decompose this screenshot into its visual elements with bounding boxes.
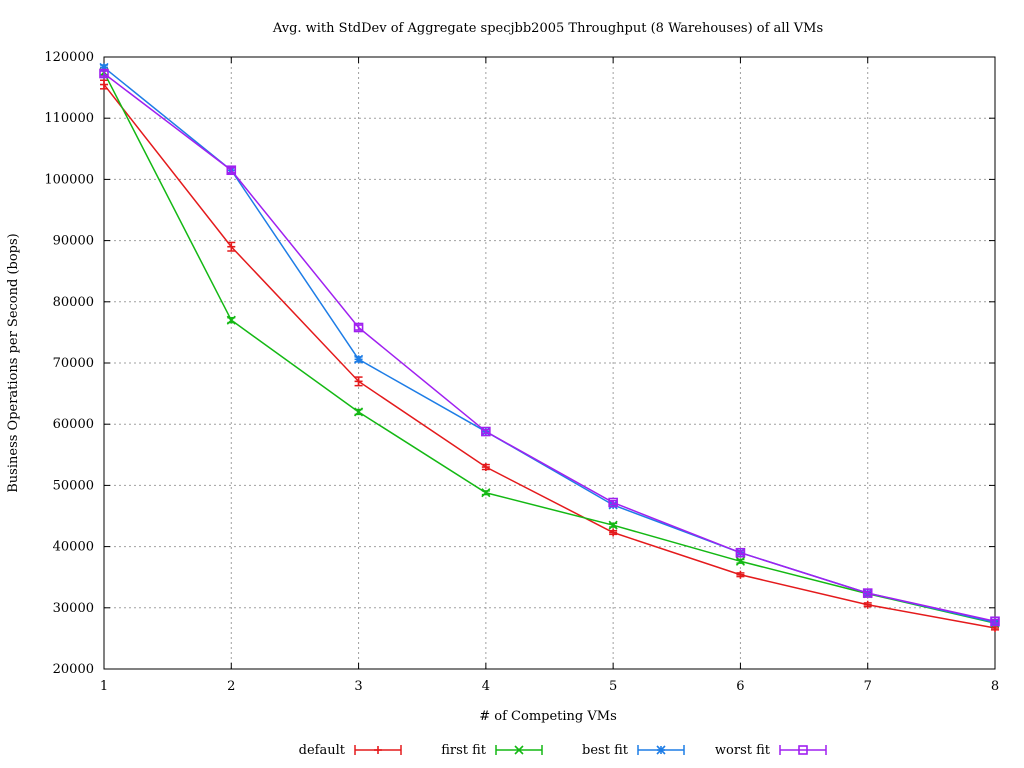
series-best-fit <box>99 62 1000 628</box>
data-point <box>226 165 237 176</box>
x-tick-label: 1 <box>100 679 108 694</box>
data-point <box>609 528 618 537</box>
legend-label: worst fit <box>715 743 771 758</box>
data-point-d2 <box>735 556 745 566</box>
legend: default first fit best fit worst fit <box>299 743 827 758</box>
data-point <box>226 315 236 325</box>
data-point-box <box>481 426 491 437</box>
error-bar <box>991 618 999 624</box>
y-tick-label: 70000 <box>53 356 94 371</box>
legend-marker-d2 <box>656 745 666 755</box>
data-point-box <box>862 588 873 598</box>
x-tick-label: 8 <box>991 679 999 694</box>
legend-marker <box>374 746 382 754</box>
series <box>99 62 1000 632</box>
x-tick-label: 7 <box>864 679 872 694</box>
data-point-d2 <box>226 315 236 325</box>
data-point <box>354 407 364 417</box>
series-worst-fit <box>99 68 1000 627</box>
data-point <box>99 68 109 79</box>
data-point-box <box>99 68 109 79</box>
data-point <box>100 80 108 89</box>
x-tick-label: 6 <box>736 679 744 694</box>
x-tick-label: 5 <box>609 679 617 694</box>
y-tick-label: 100000 <box>44 172 94 187</box>
error-bar <box>354 324 363 331</box>
legend-marker <box>656 745 666 755</box>
error-bar <box>227 167 236 174</box>
y-axis-title: Business Operations per Second (bops) <box>6 233 21 493</box>
legend-marker-d2 <box>514 745 524 755</box>
legend-marker-box <box>798 745 808 755</box>
data-point-d2 <box>608 520 618 530</box>
y-tick-label: 110000 <box>44 111 94 126</box>
x-tick-label: 3 <box>354 679 362 694</box>
series-default <box>100 79 999 632</box>
error-bar <box>481 428 490 435</box>
series-line <box>103 84 996 629</box>
x-axis-title: # of Competing VMs <box>479 709 617 724</box>
error-bar <box>863 590 872 596</box>
legend-marker <box>798 745 808 755</box>
series-line <box>103 66 996 624</box>
data-point <box>608 497 618 508</box>
data-point <box>735 547 746 558</box>
series-line <box>103 71 996 624</box>
data-point <box>354 354 364 364</box>
legend-entry-default: default <box>299 743 402 758</box>
x-tick-label: 2 <box>227 679 235 694</box>
y-tick-label: 90000 <box>53 234 94 249</box>
data-point-box <box>735 547 746 558</box>
data-point-box <box>353 322 364 333</box>
data-point <box>735 556 745 566</box>
y-tick-label: 20000 <box>53 662 94 677</box>
data-point <box>354 377 363 386</box>
data-point-box <box>990 616 1000 627</box>
data-point <box>736 570 745 579</box>
legend-label: default <box>299 743 346 758</box>
data-point <box>862 588 873 598</box>
y-tick-label: 80000 <box>53 295 94 310</box>
y-tick-label: 60000 <box>53 417 94 432</box>
legend-entry-best-fit: best fit <box>582 743 685 758</box>
data-point <box>990 616 1000 627</box>
grid <box>104 57 995 669</box>
legend-marker <box>514 745 524 755</box>
data-point <box>863 600 872 609</box>
y-tick-label: 30000 <box>53 601 94 616</box>
legend-label: first fit <box>441 743 487 758</box>
legend-label: best fit <box>582 743 629 758</box>
data-point <box>608 520 618 530</box>
y-tick-labels: 20000 30000 40000 50000 60000 70000 80000 90000… <box>44 50 94 677</box>
data-point-d2 <box>354 407 364 417</box>
chart-title: Avg. with StdDev of Aggregate specjbb200… <box>272 21 823 36</box>
error-bar <box>100 70 108 77</box>
y-tick-label: 40000 <box>53 540 94 555</box>
y-tick-label: 120000 <box>44 50 94 65</box>
data-point <box>227 242 236 251</box>
data-point <box>481 426 491 437</box>
legend-entry-worst-fit: worst fit <box>715 743 827 758</box>
series-line <box>103 72 996 622</box>
error-bar <box>736 550 745 556</box>
x-tick-labels: 1 2 3 4 5 6 7 8 <box>100 679 999 694</box>
data-point <box>353 322 364 333</box>
error-bar <box>609 499 618 506</box>
x-tick-label: 4 <box>482 679 490 694</box>
data-point-box <box>608 497 618 508</box>
legend-entry-first-fit: first fit <box>441 743 543 758</box>
data-point <box>481 463 490 472</box>
series-first-fit <box>99 67 1000 628</box>
axis-ticks <box>103 56 996 670</box>
data-point-box <box>226 165 237 176</box>
data-point <box>481 488 491 498</box>
data-point-d2 <box>354 354 364 364</box>
data-point-d2 <box>481 488 491 498</box>
y-tick-label: 50000 <box>53 478 94 493</box>
